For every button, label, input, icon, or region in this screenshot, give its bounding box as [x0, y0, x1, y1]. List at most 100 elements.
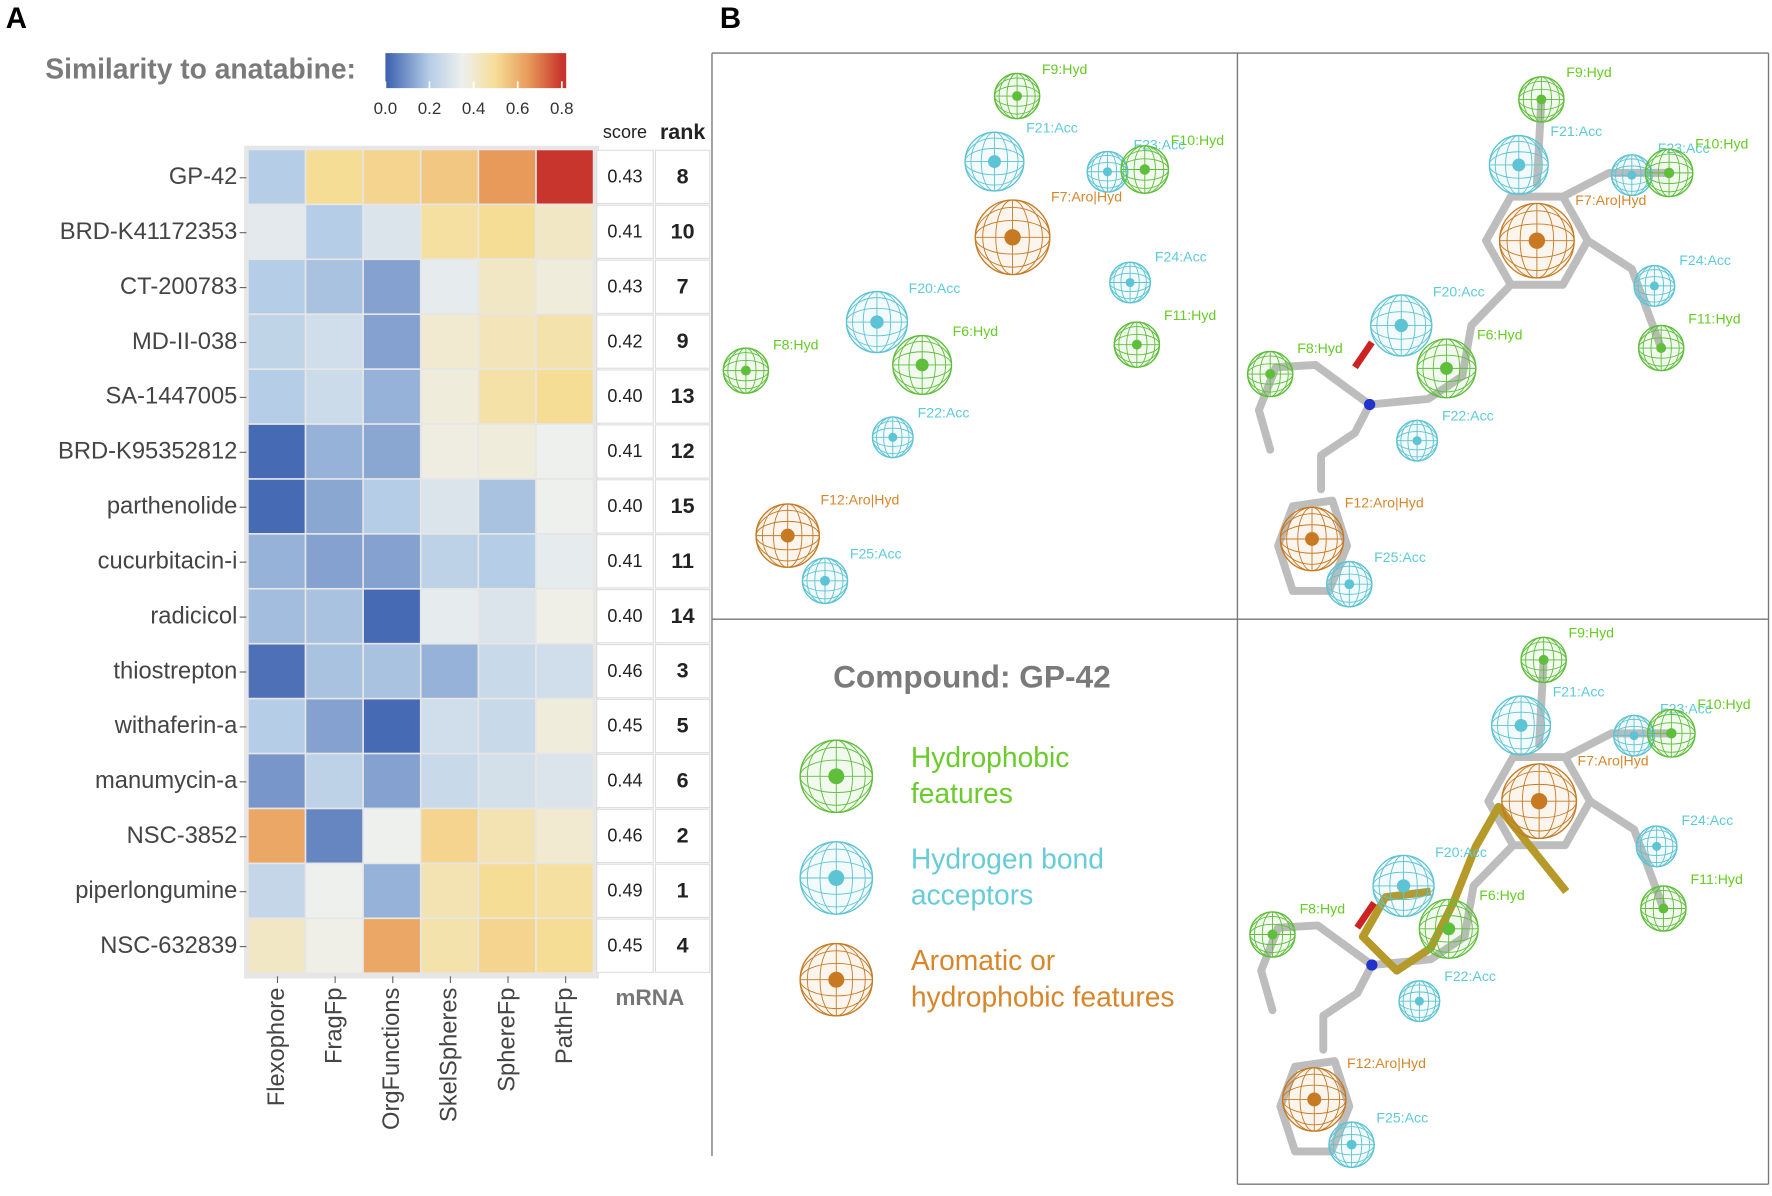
score-cell: [596, 314, 654, 369]
center: [1265, 369, 1276, 379]
feature-label: F20:Acc: [909, 280, 961, 296]
ligand-bond: [1358, 802, 1570, 975]
heatmap-cell: [479, 479, 536, 534]
feature-label: F8:Hyd: [773, 337, 818, 353]
row-label: CT-200783: [120, 274, 237, 300]
heatmap-cell: [421, 424, 478, 479]
col-label: SkelSpheres: [437, 988, 463, 1122]
feature-sphere: [799, 942, 874, 1017]
center: [1346, 1139, 1357, 1150]
feature-sphere: [871, 416, 914, 459]
heatmap-cell: [479, 809, 536, 863]
rank-text: 12: [671, 439, 695, 463]
heatmap-cell: [479, 424, 536, 479]
heatmap-cell: [363, 315, 420, 369]
score-text: 0.43: [607, 276, 642, 296]
heatmap-cell: [306, 589, 363, 643]
heatmap-cell: [306, 754, 363, 808]
score-text: 0.46: [607, 826, 642, 846]
feature-sphere: [1610, 154, 1653, 197]
heatmap-cell: [248, 754, 305, 808]
feature-label: F24:Acc: [1682, 812, 1734, 828]
heatmap-cell: [536, 150, 593, 204]
feature-label: F9:Hyd: [1569, 625, 1614, 641]
center: [780, 528, 795, 543]
row-label: piperlongumine: [75, 878, 237, 904]
rank-text: 14: [671, 604, 695, 628]
rank-cell: [654, 534, 711, 589]
panel-frames: [711, 52, 1770, 1185]
feature-sphere: [1520, 636, 1567, 684]
feature-sphere: [1418, 898, 1479, 959]
row-label: thiostrepton: [113, 658, 237, 684]
heatmap-cell: [479, 315, 536, 369]
feature-sphere: [1518, 76, 1565, 123]
feature-sphere: [722, 347, 770, 394]
feature-label: F10:Hyd: [1697, 696, 1750, 712]
score-text: 0.42: [607, 331, 642, 351]
heatmap-cell: [479, 644, 536, 698]
feature-sphere: [1370, 294, 1433, 357]
center: [1514, 718, 1528, 732]
feature-sphere: [1613, 714, 1656, 757]
feature-label: F25:Acc: [850, 546, 902, 562]
feature-label: F25:Acc: [1374, 549, 1426, 565]
center: [1139, 164, 1150, 175]
score-text: 0.40: [607, 606, 642, 626]
heatmap-cell: [421, 260, 478, 314]
center: [1512, 158, 1526, 172]
row-label: NSC-3852: [127, 823, 238, 849]
rank-cell: [654, 149, 711, 205]
score-cell: [596, 424, 654, 479]
feature-sphere: [755, 503, 821, 568]
feature-sphere: [1644, 148, 1694, 198]
rank-cell: [654, 479, 711, 534]
feature-sphere: [1416, 338, 1477, 399]
center: [1652, 841, 1662, 851]
rank-text: 1: [677, 878, 689, 902]
feature-label: F20:Acc: [1433, 283, 1485, 299]
feature-label: F21:Acc: [1553, 683, 1605, 699]
col-label: SphereFp: [494, 988, 520, 1092]
molecule-bond: [1317, 400, 1374, 494]
score-text: 0.41: [607, 221, 642, 241]
row-label: manumycin-a: [95, 768, 238, 794]
heatmap-cell: [421, 479, 478, 534]
heatmap-cell: [421, 205, 478, 259]
score-cell: [596, 534, 654, 589]
feature-label: F8:Hyd: [1300, 900, 1345, 916]
rank-cell: [654, 863, 711, 918]
feature-label: F11:Hyd: [1164, 307, 1216, 323]
feature-label: F12:Aro|Hyd: [1347, 1055, 1426, 1071]
colorbar-tick-label: 0.0: [374, 99, 398, 118]
feature-label: F11:Hyd: [1691, 871, 1743, 887]
heatmap-cell: [248, 534, 305, 588]
center: [1131, 339, 1142, 350]
heatmap-cell: [421, 699, 478, 753]
center: [1004, 229, 1021, 246]
heatmap-cell: [363, 864, 420, 918]
feature-label: F7:Aro|Hyd: [1578, 752, 1649, 768]
score-cell: [596, 589, 654, 644]
center: [915, 358, 929, 372]
feature-sphere: [1109, 261, 1152, 304]
score-text: 0.43: [607, 167, 642, 187]
molecule-bond: [1319, 961, 1376, 1054]
heatmap-cell: [248, 864, 305, 918]
heatmap-cell: [306, 699, 363, 753]
heatmap-cell: [421, 150, 478, 204]
center: [828, 971, 845, 988]
center: [828, 768, 845, 785]
feature-label: F21:Acc: [1550, 123, 1602, 139]
heatmap-cell: [536, 754, 593, 808]
heatmap-cell: [363, 919, 420, 973]
legend-label: Hydrophobic: [911, 741, 1070, 773]
heatmap-cell: [248, 809, 305, 863]
heatmap-cell: [536, 260, 593, 314]
center: [1125, 277, 1135, 288]
heatmap-cell: [421, 864, 478, 918]
rank-cell: [654, 753, 711, 809]
center: [820, 575, 830, 586]
panel-label: A: [6, 2, 27, 35]
